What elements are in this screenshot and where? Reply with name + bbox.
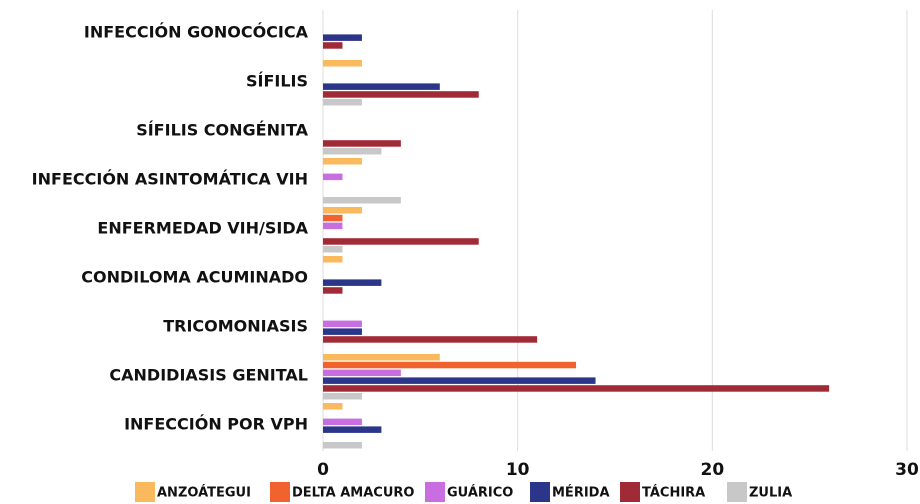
bar	[323, 99, 362, 106]
bar	[323, 256, 343, 263]
x-tick-label: 30	[895, 460, 919, 480]
bar	[323, 418, 362, 426]
bar	[323, 369, 401, 377]
category-label: ENFERMEDAD VIH/SIDA	[97, 219, 308, 238]
legend-swatch	[530, 482, 550, 502]
bar	[323, 287, 343, 294]
category-label: SÍFILIS	[246, 72, 308, 91]
bar	[323, 403, 343, 410]
bar	[323, 197, 401, 204]
x-tick-label: 0	[317, 460, 329, 480]
bar	[323, 442, 362, 449]
bar	[323, 385, 830, 392]
legend-label: MÉRIDA	[552, 485, 610, 501]
x-tick-label: 10	[506, 460, 530, 480]
bar	[323, 207, 362, 214]
bar	[323, 60, 362, 67]
bar	[323, 42, 343, 49]
bar	[323, 246, 343, 253]
bar	[323, 83, 440, 90]
bar	[323, 426, 382, 433]
bar	[323, 173, 343, 181]
bar	[323, 336, 538, 343]
bar	[323, 140, 401, 147]
legend-label: GUÁRICO	[447, 485, 513, 501]
bar	[323, 320, 362, 328]
bar	[323, 148, 382, 155]
legend-label: TÁCHIRA	[642, 485, 705, 501]
bar	[323, 91, 479, 98]
legend-swatch	[135, 482, 155, 502]
legend-label: ANZOÁTEGUI	[157, 485, 251, 501]
category-label: CANDIDIASIS GENITAL	[109, 366, 308, 385]
bar	[323, 361, 577, 369]
bar	[323, 377, 596, 384]
x-tick-label: 20	[700, 460, 724, 480]
category-label: TRICOMONIASIS	[163, 317, 308, 336]
category-label: SÍFILIS CONGÉNITA	[136, 121, 308, 140]
bar	[323, 158, 362, 165]
bar	[323, 279, 382, 286]
category-label: INFECCIÓN POR VPH	[124, 415, 308, 434]
bar	[323, 214, 343, 222]
category-label: INFECCIÓN GONOCÓCICA	[84, 23, 309, 42]
legend-swatch	[270, 482, 290, 502]
bar	[323, 393, 362, 400]
bar	[323, 34, 362, 41]
legend-label: DELTA AMACURO	[292, 486, 414, 501]
legend-swatch	[727, 482, 747, 502]
legend-swatch	[620, 482, 640, 502]
bar	[323, 354, 440, 361]
legend-swatch	[425, 482, 445, 502]
legend-label: ZULIA	[749, 486, 792, 501]
category-label: CONDILOMA ACUMINADO	[81, 268, 308, 287]
category-label: INFECCIÓN ASINTOMÁTICA VIH	[32, 170, 308, 189]
bar	[323, 222, 343, 230]
bar	[323, 328, 362, 335]
bar	[323, 238, 479, 245]
